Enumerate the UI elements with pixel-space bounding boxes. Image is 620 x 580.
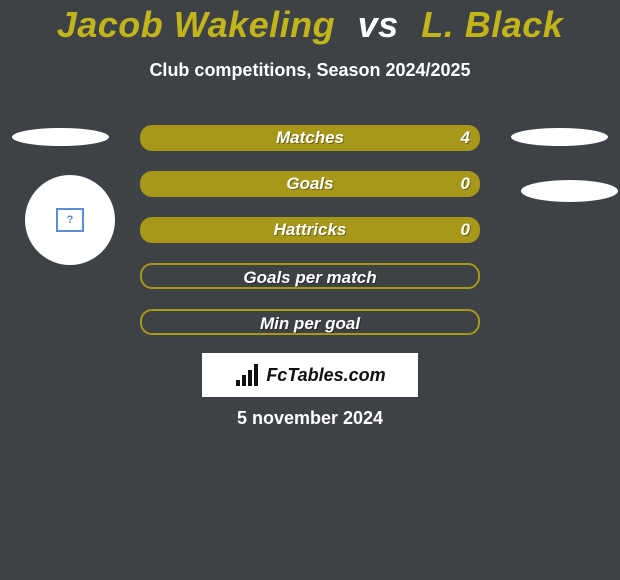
stat-label: Goals (140, 171, 480, 197)
subtitle: Club competitions, Season 2024/2025 (0, 60, 620, 81)
stat-label: Goals per match (142, 265, 478, 291)
player2-name: L. Black (421, 4, 563, 45)
stat-label: Hattricks (140, 217, 480, 243)
decor-ellipse-left (12, 128, 109, 146)
title-vs: vs (358, 4, 399, 45)
player1-name: Jacob Wakeling (57, 4, 335, 45)
decor-ellipse-right-2 (521, 180, 618, 202)
placeholder-glyph: ? (67, 214, 74, 226)
brand-text: FcTables.com (266, 365, 385, 386)
page-title: Jacob Wakeling vs L. Black (0, 4, 620, 46)
stat-value-right: 0 (461, 217, 470, 243)
stat-label: Matches (140, 125, 480, 151)
decor-ellipse-right-1 (511, 128, 608, 146)
stats-list: Matches4Goals0Hattricks0Goals per matchM… (140, 125, 480, 355)
brand-badge: FcTables.com (202, 353, 418, 397)
fctables-logo-icon (234, 364, 260, 386)
stat-label: Min per goal (142, 311, 478, 337)
stat-row: Goals per match (140, 263, 480, 289)
snapshot-date: 5 november 2024 (0, 408, 620, 429)
stat-row: Matches4 (140, 125, 480, 151)
stat-row: Hattricks0 (140, 217, 480, 243)
image-placeholder-icon: ? (56, 208, 84, 232)
stat-row: Min per goal (140, 309, 480, 335)
player-avatar-placeholder: ? (20, 170, 120, 270)
stat-value-right: 0 (461, 171, 470, 197)
comparison-card: Jacob Wakeling vs L. Black Club competit… (0, 0, 620, 580)
stat-value-right: 4 (461, 125, 470, 151)
stat-row: Goals0 (140, 171, 480, 197)
